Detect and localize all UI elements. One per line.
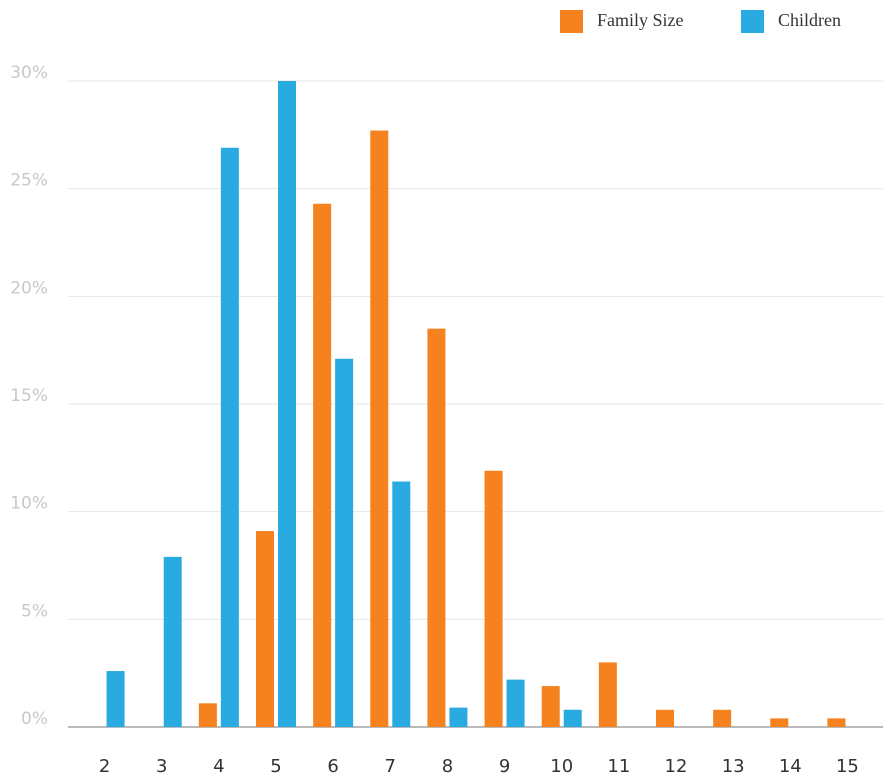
x-tick-label: 6 bbox=[327, 756, 338, 777]
bar bbox=[827, 718, 846, 727]
x-tick-label: 5 bbox=[270, 756, 281, 777]
x-tick-label: 11 bbox=[607, 756, 630, 777]
x-tick-label: 13 bbox=[722, 756, 745, 777]
legend-label: Children bbox=[778, 10, 841, 30]
legend-swatch bbox=[560, 10, 583, 33]
y-tick-label: 15% bbox=[10, 386, 48, 406]
y-tick-label: 0% bbox=[21, 709, 48, 729]
bar bbox=[427, 328, 446, 727]
y-tick-label: 25% bbox=[10, 171, 48, 191]
legend-swatch bbox=[741, 10, 764, 33]
y-tick-label: 5% bbox=[21, 601, 48, 621]
bar bbox=[392, 481, 411, 727]
bar bbox=[256, 531, 274, 727]
x-tick-label: 10 bbox=[550, 756, 573, 777]
bar bbox=[484, 470, 503, 727]
bar bbox=[506, 679, 525, 727]
legend-label: Family Size bbox=[597, 10, 684, 30]
y-tick-label: 20% bbox=[10, 278, 48, 298]
bar bbox=[449, 707, 468, 727]
bar bbox=[220, 147, 239, 728]
bar bbox=[198, 703, 217, 727]
bar bbox=[713, 709, 732, 727]
bar bbox=[163, 556, 182, 727]
x-tick-label: 3 bbox=[156, 756, 167, 777]
bar bbox=[598, 662, 617, 727]
x-tick-label: 9 bbox=[499, 756, 510, 777]
x-tick-label: 4 bbox=[213, 756, 224, 777]
bar bbox=[770, 718, 789, 727]
bar bbox=[563, 709, 582, 727]
x-tick-label: 7 bbox=[385, 756, 396, 777]
x-tick-label: 2 bbox=[99, 756, 110, 777]
bar bbox=[313, 203, 332, 728]
bar bbox=[656, 709, 674, 727]
x-tick-label: 12 bbox=[665, 756, 688, 777]
bar bbox=[541, 686, 560, 727]
x-tick-label: 8 bbox=[442, 756, 453, 777]
y-tick-label: 10% bbox=[10, 494, 48, 514]
bar bbox=[335, 358, 354, 727]
x-tick-label: 15 bbox=[836, 756, 859, 777]
y-tick-label: 30% bbox=[10, 63, 48, 83]
x-tick-label: 14 bbox=[779, 756, 802, 777]
bar bbox=[370, 130, 389, 727]
bar bbox=[106, 671, 125, 727]
bar bbox=[278, 81, 296, 727]
